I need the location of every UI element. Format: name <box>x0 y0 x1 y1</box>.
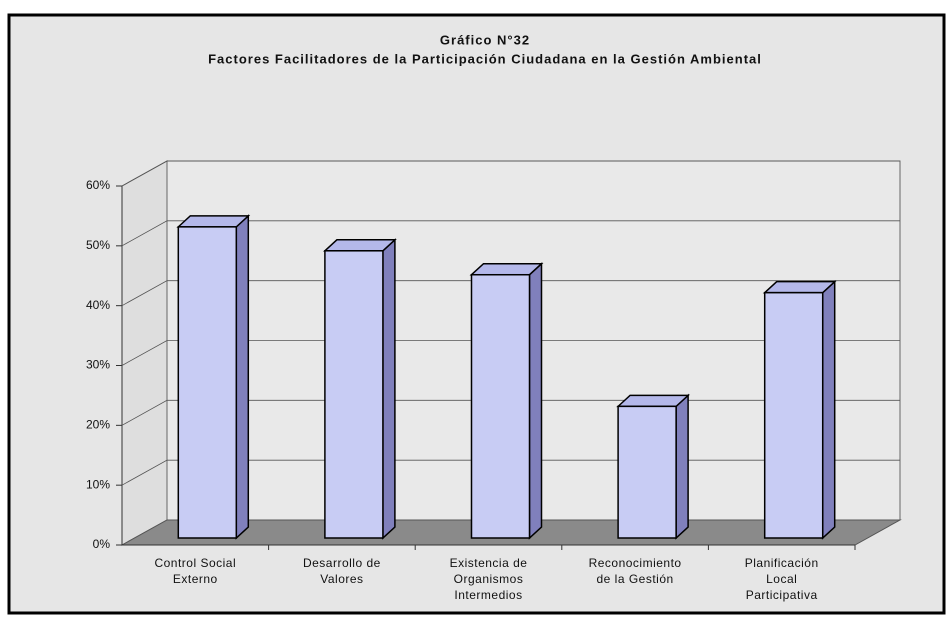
y-tick-label: 60% <box>86 178 110 192</box>
y-tick-label: 10% <box>86 477 110 491</box>
bar <box>617 405 677 539</box>
grid-line <box>121 160 900 187</box>
bar-top <box>176 215 251 228</box>
bar-side <box>528 262 543 540</box>
bar-top <box>762 280 837 294</box>
bar-side <box>382 238 396 540</box>
bar-side <box>675 393 689 540</box>
bar-side <box>235 214 250 540</box>
grid-line <box>121 220 900 247</box>
y-tick-label: 20% <box>86 418 110 432</box>
y-tick-label: 30% <box>86 358 110 372</box>
x-tick-label: Control Social Externo <box>154 556 237 586</box>
x-tick-label: Existencia de Organismos Intermedios <box>449 556 528 602</box>
x-tick-label: Planificación Local Participativa <box>744 556 819 602</box>
bar <box>177 226 238 539</box>
bar-top <box>616 394 691 408</box>
bar <box>470 273 531 539</box>
bar <box>763 291 824 539</box>
x-tick-label: Desarrollo de Valores <box>302 556 381 586</box>
chart-subtitle: Factores Facilitadores de la Participaci… <box>208 51 762 66</box>
bar-side <box>821 279 836 540</box>
grid-line <box>121 280 900 307</box>
chart-title: Gráfico N°32 <box>440 32 530 47</box>
x-tick-label: Reconocimiento de la Gestión <box>588 556 682 586</box>
bar-top <box>469 262 544 276</box>
y-tick-label: 50% <box>86 238 110 252</box>
y-tick-label: 0% <box>93 537 111 551</box>
y-tick-label: 40% <box>86 298 110 312</box>
bar <box>324 250 384 539</box>
grid-line <box>121 340 900 366</box>
bar-top <box>322 239 397 252</box>
